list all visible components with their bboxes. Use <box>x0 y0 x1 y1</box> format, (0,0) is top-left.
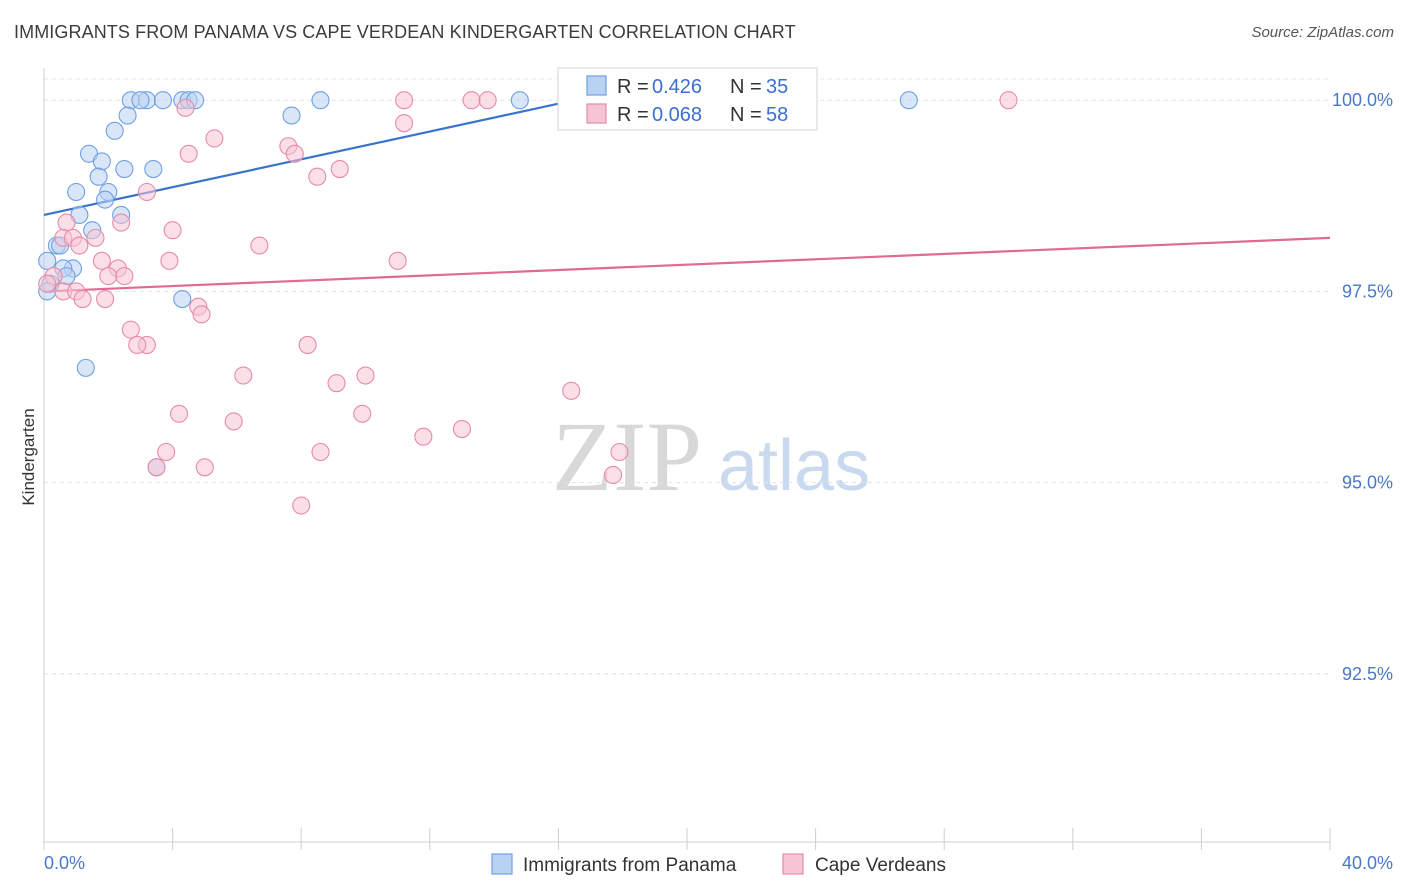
trend-line-cape-verdeans <box>43 236 1331 293</box>
legend-n-label-cape-verdeans: N = <box>730 104 762 126</box>
point-panama <box>131 91 150 110</box>
point-cape-verdeans <box>478 91 497 110</box>
point-cape-verdeans <box>163 221 182 240</box>
point-cape-verdeans <box>57 213 76 232</box>
point-cape-verdeans <box>452 420 472 439</box>
point-cape-verdeans <box>192 305 211 324</box>
point-cape-verdeans <box>99 267 118 286</box>
point-panama <box>38 251 57 270</box>
point-cape-verdeans <box>395 91 414 110</box>
point-cape-verdeans <box>73 290 92 309</box>
bottom-legend-swatch-panama <box>491 853 513 875</box>
point-panama <box>89 167 108 186</box>
point-cape-verdeans <box>92 251 111 270</box>
point-panama <box>92 152 111 171</box>
axes <box>43 68 1331 850</box>
point-panama <box>118 106 137 125</box>
point-cape-verdeans <box>298 335 317 354</box>
point-cape-verdeans <box>285 144 304 163</box>
y-tick-label: 100.0% <box>1332 90 1393 110</box>
point-panama <box>510 91 529 110</box>
point-panama <box>105 121 124 140</box>
point-cape-verdeans <box>224 412 243 431</box>
point-cape-verdeans <box>128 335 147 354</box>
point-cape-verdeans <box>353 404 372 423</box>
watermark-atlas: atlas <box>718 426 870 506</box>
y-tick-label: 97.5% <box>1342 281 1393 301</box>
point-panama <box>115 160 134 179</box>
point-panama <box>899 91 918 110</box>
point-cape-verdeans <box>96 290 115 309</box>
trend-lines <box>43 99 1331 293</box>
point-cape-verdeans <box>176 98 195 117</box>
point-panama <box>144 160 163 179</box>
y-tick-label: 92.5% <box>1342 664 1393 684</box>
y-axis-label: Kindergarten <box>19 408 38 505</box>
point-cape-verdeans <box>160 251 179 270</box>
x-tick-label-min: 0.0% <box>44 853 85 873</box>
legend-n-value-cape-verdeans: 58 <box>766 104 788 126</box>
trend-line-panama <box>43 99 575 217</box>
point-panama <box>67 182 86 202</box>
point-cape-verdeans <box>179 144 198 163</box>
point-cape-verdeans <box>604 465 623 484</box>
point-cape-verdeans <box>356 366 375 385</box>
point-cape-verdeans <box>86 228 105 247</box>
point-cape-verdeans <box>610 442 629 462</box>
legend-n-value-panama: 35 <box>766 76 788 98</box>
point-cape-verdeans <box>395 114 414 133</box>
point-cape-verdeans <box>112 213 131 232</box>
legend: R = 0.426 N = 35 R = 0.068 N = 58 <box>557 67 818 131</box>
x-tick-label-max: 40.0% <box>1342 853 1393 873</box>
point-cape-verdeans <box>999 91 1018 110</box>
point-cape-verdeans <box>388 251 407 270</box>
legend-n-label-panama: N = <box>730 76 762 98</box>
point-cape-verdeans <box>38 274 57 293</box>
bottom-legend-label-panama: Immigrants from Panama <box>523 855 737 876</box>
point-cape-verdeans <box>234 366 253 385</box>
point-cape-verdeans <box>330 160 349 179</box>
point-panama <box>173 290 192 309</box>
point-cape-verdeans <box>250 236 269 255</box>
point-cape-verdeans <box>195 458 214 477</box>
point-cape-verdeans <box>115 267 134 286</box>
legend-r-value-panama: 0.426 <box>652 76 702 98</box>
bottom-legend-swatch-cape-verdeans <box>782 853 804 875</box>
chart-source: Source: ZipAtlas.com <box>1251 24 1394 41</box>
point-panama <box>96 190 115 209</box>
point-panama <box>153 91 173 110</box>
point-cape-verdeans <box>121 320 140 339</box>
point-cape-verdeans <box>169 404 189 423</box>
legend-r-label-cape-verdeans: R = <box>617 104 649 126</box>
point-panama <box>311 91 330 110</box>
legend-r-label-panama: R = <box>617 76 649 98</box>
chart-title: IMMIGRANTS FROM PANAMA VS CAPE VERDEAN K… <box>14 22 796 42</box>
point-cape-verdeans <box>147 458 166 477</box>
point-cape-verdeans <box>157 442 176 462</box>
point-cape-verdeans <box>311 442 330 462</box>
point-cape-verdeans <box>327 374 346 393</box>
point-cape-verdeans <box>414 427 433 446</box>
legend-r-value-cape-verdeans: 0.068 <box>652 104 702 126</box>
point-cape-verdeans <box>205 129 224 148</box>
legend-swatch-cape-verdeans <box>586 103 607 124</box>
point-cape-verdeans <box>70 236 89 255</box>
point-cape-verdeans <box>462 91 481 110</box>
point-cape-verdeans <box>137 182 156 202</box>
point-panama <box>76 358 95 377</box>
bottom-legend: Immigrants from Panama Cape Verdeans <box>491 853 946 876</box>
point-cape-verdeans <box>292 496 311 515</box>
watermark: ZIP atlas <box>552 401 870 512</box>
point-cape-verdeans <box>308 167 327 186</box>
bottom-legend-label-cape-verdeans: Cape Verdeans <box>815 855 946 876</box>
point-cape-verdeans <box>562 381 581 400</box>
y-tick-label: 95.0% <box>1342 473 1393 493</box>
point-panama <box>282 106 301 125</box>
legend-swatch-panama <box>586 75 607 96</box>
data-points <box>38 91 1018 515</box>
